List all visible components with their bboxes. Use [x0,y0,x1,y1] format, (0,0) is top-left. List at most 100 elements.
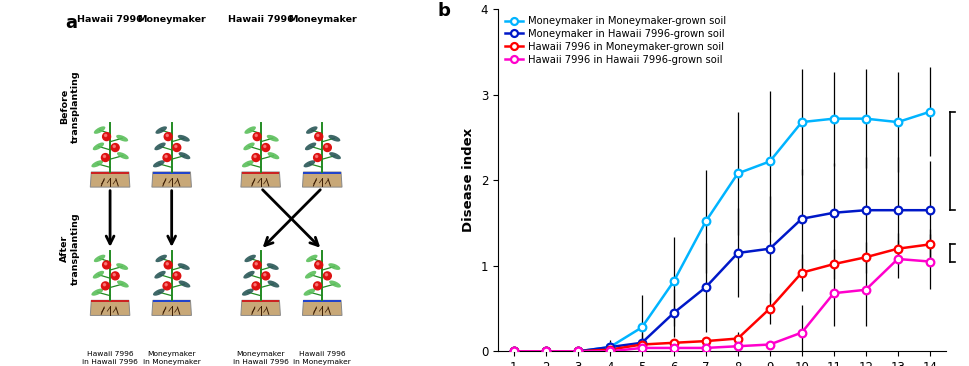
Ellipse shape [116,135,128,142]
Text: After
transplanting: After transplanting [60,212,79,285]
Circle shape [113,145,115,147]
Ellipse shape [304,142,316,150]
Circle shape [253,261,261,269]
Ellipse shape [177,263,190,270]
Text: Hawaii 7996
in Moneymaker
-grown soil: Hawaii 7996 in Moneymaker -grown soil [293,351,351,366]
Circle shape [166,134,169,137]
Circle shape [254,155,256,157]
Ellipse shape [243,142,255,150]
Ellipse shape [116,263,128,270]
Ellipse shape [91,160,103,167]
Circle shape [103,261,110,269]
Circle shape [262,272,269,280]
Ellipse shape [154,271,166,279]
Circle shape [102,282,109,290]
Ellipse shape [91,289,103,296]
Polygon shape [240,300,280,315]
Circle shape [111,272,119,280]
Circle shape [111,143,119,152]
Circle shape [166,263,169,265]
Circle shape [255,134,257,137]
Ellipse shape [266,135,278,142]
Circle shape [174,145,176,147]
Circle shape [317,134,319,137]
Ellipse shape [117,280,129,288]
Ellipse shape [243,271,255,279]
Circle shape [103,132,110,141]
Ellipse shape [328,263,340,270]
Circle shape [315,155,318,157]
Text: Hawaii 7996
in Hawaii 7996
-grown soil: Hawaii 7996 in Hawaii 7996 -grown soil [82,351,138,366]
Polygon shape [302,300,342,315]
Ellipse shape [93,271,104,279]
Ellipse shape [117,152,129,159]
Circle shape [262,143,269,152]
Text: a: a [65,14,77,32]
Circle shape [163,282,171,290]
Polygon shape [90,172,130,187]
Circle shape [323,272,331,280]
Ellipse shape [244,255,256,262]
Circle shape [264,274,266,276]
Text: Hawaii 7996: Hawaii 7996 [228,15,294,24]
Circle shape [264,145,266,147]
Ellipse shape [93,142,104,150]
Polygon shape [152,172,191,187]
Ellipse shape [153,289,165,296]
Polygon shape [91,300,129,302]
Ellipse shape [303,289,315,296]
Ellipse shape [155,126,167,134]
Ellipse shape [305,255,317,262]
Ellipse shape [241,289,254,296]
Y-axis label: Disease index: Disease index [461,128,475,232]
Ellipse shape [266,263,278,270]
Polygon shape [241,300,279,302]
Ellipse shape [153,160,165,167]
Circle shape [165,284,167,286]
Circle shape [315,284,318,286]
Legend: Moneymaker in Moneymaker-grown soil, Moneymaker in Hawaii 7996-grown soil, Hawai: Moneymaker in Moneymaker-grown soil, Mon… [502,14,728,67]
Circle shape [253,132,261,141]
Ellipse shape [244,126,256,134]
Polygon shape [152,300,191,315]
Polygon shape [90,300,130,315]
Circle shape [317,263,319,265]
Text: Before
transplanting: Before transplanting [60,70,79,143]
Circle shape [172,272,180,280]
Ellipse shape [241,160,254,167]
Ellipse shape [328,280,340,288]
Polygon shape [153,300,190,302]
Circle shape [164,132,172,141]
Circle shape [113,274,115,276]
Ellipse shape [328,152,340,159]
Polygon shape [91,172,129,174]
Circle shape [313,154,321,161]
Ellipse shape [177,135,190,142]
Circle shape [104,155,106,157]
Text: Moneymaker: Moneymaker [138,15,205,24]
Text: Moneymaker
in Moneymaker
-grown soil: Moneymaker in Moneymaker -grown soil [142,351,201,366]
Polygon shape [241,172,279,174]
Polygon shape [240,172,280,187]
Text: Hawaii 7996: Hawaii 7996 [78,15,142,24]
Circle shape [102,154,109,161]
Ellipse shape [328,135,340,142]
Polygon shape [302,172,342,187]
Circle shape [105,263,107,265]
Ellipse shape [304,271,316,279]
Polygon shape [303,172,341,174]
Circle shape [172,143,180,152]
Ellipse shape [94,255,106,262]
Ellipse shape [154,142,166,150]
Polygon shape [303,300,341,302]
Circle shape [104,284,106,286]
Text: Moneymaker
in Hawaii 7996
-grown soil: Moneymaker in Hawaii 7996 -grown soil [233,351,289,366]
Circle shape [325,145,328,147]
Circle shape [252,154,260,161]
Circle shape [165,155,167,157]
Circle shape [105,134,107,137]
Ellipse shape [178,152,190,159]
Ellipse shape [178,280,190,288]
Ellipse shape [155,255,167,262]
Text: b: b [437,2,450,20]
